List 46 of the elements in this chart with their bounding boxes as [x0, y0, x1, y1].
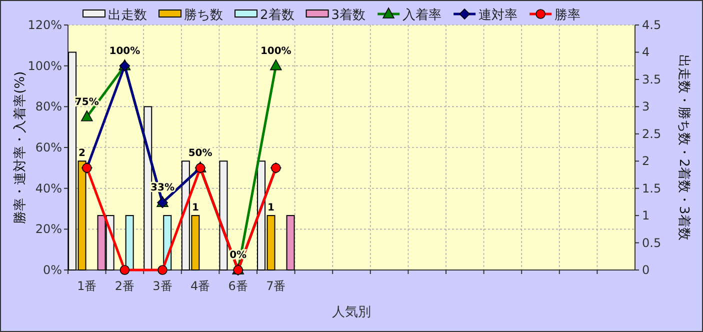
- data-label: 100%: [260, 46, 292, 57]
- y-tick-label: 40%: [35, 181, 62, 196]
- x-tick-label: 3番: [152, 279, 172, 293]
- bar: [219, 160, 228, 270]
- point: [270, 59, 282, 70]
- y2-tick-label: 2.5: [642, 126, 662, 141]
- legend-label: 出走数: [108, 8, 147, 23]
- x-tick-label: 2番: [114, 279, 135, 293]
- y-tick-label: 0%: [42, 263, 62, 277]
- legend-label: 3着数: [331, 7, 366, 23]
- y-tick-label: 60%: [35, 140, 62, 154]
- y2-tick-label: 3: [642, 100, 650, 114]
- x-axis-title: 人気別: [332, 305, 371, 320]
- y2-tick-label: 3.5: [642, 72, 662, 86]
- legend-label: 連対率: [478, 7, 518, 23]
- y-tick-label: 80%: [35, 100, 62, 114]
- y-tick-label: 20%: [35, 222, 62, 236]
- point: [120, 265, 130, 275]
- y-tick-label: 100%: [28, 58, 62, 73]
- legend-label: 勝ち数: [184, 8, 223, 23]
- y2-axis-title: 出走数・勝ち数・2着数・3着数: [676, 54, 692, 240]
- x-tick-label: 1番: [77, 279, 97, 293]
- point: [158, 265, 168, 275]
- y-tick-label: 120%: [28, 18, 62, 32]
- point: [81, 110, 93, 122]
- x-tick-label: 6番: [228, 279, 248, 293]
- y2-tick-label: 4: [642, 45, 650, 60]
- data-label: 100%: [109, 46, 140, 57]
- data-label: 2: [78, 148, 86, 160]
- y-axis-title: 勝率・連対率・入着率(%): [12, 71, 28, 224]
- y2-tick-label: 2: [642, 154, 650, 168]
- y2-tick-label: 0: [642, 263, 650, 277]
- data-label: 50%: [188, 148, 212, 159]
- y2-tick-label: 0.5: [642, 236, 662, 250]
- data-label: 1: [268, 202, 275, 214]
- bar: [286, 215, 295, 270]
- data-label: 1: [192, 202, 199, 214]
- y2-tick-label: 1.5: [642, 181, 662, 196]
- x-tick-label: 4番: [190, 279, 210, 293]
- y2-tick-label: 4.5: [642, 18, 662, 32]
- legend-label: 勝率: [554, 7, 581, 23]
- legend-label: 2着数: [260, 7, 294, 23]
- bar: [144, 106, 152, 270]
- legend-label: 入着率: [402, 7, 442, 23]
- y2-tick-label: 1: [642, 208, 650, 223]
- x-tick-label: 7番: [266, 279, 286, 293]
